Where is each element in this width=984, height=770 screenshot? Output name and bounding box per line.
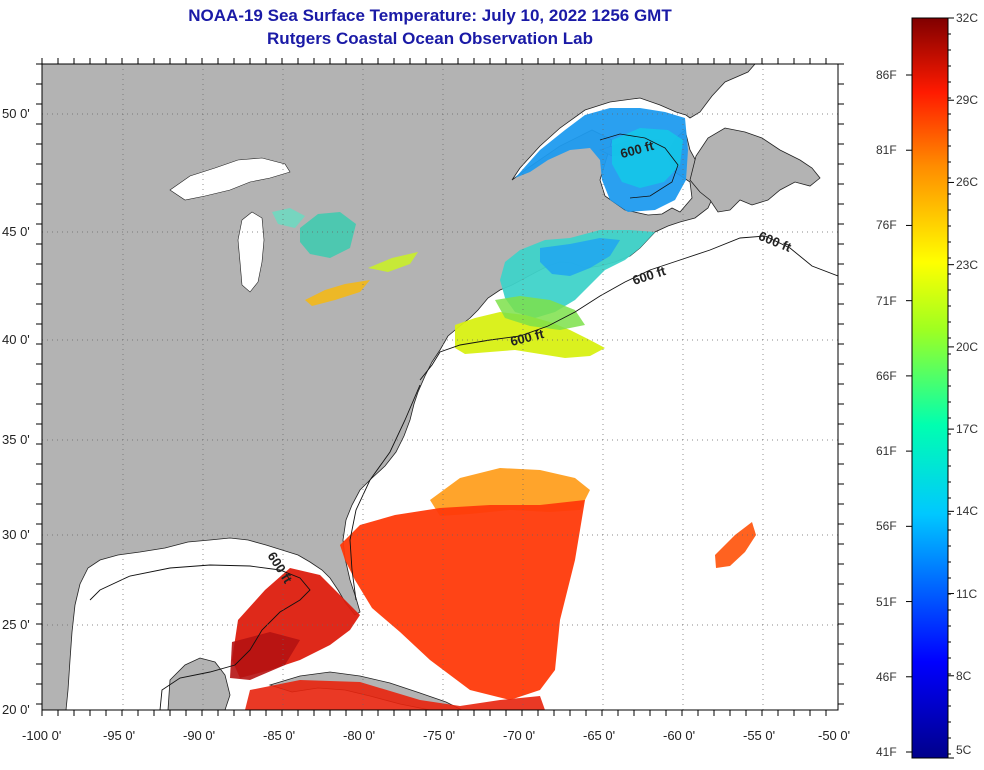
sst-lake-superior	[272, 208, 305, 228]
lat-tick-label: 20 0'	[2, 702, 30, 717]
fahrenheit-label: 56F	[876, 519, 897, 534]
celsius-label: 29C	[956, 93, 979, 108]
lon-tick-label: -95 0'	[103, 728, 136, 743]
lat-tick-label: 45 0'	[2, 224, 30, 239]
color-scale-bar	[911, 17, 949, 759]
fahrenheit-label: 76F	[876, 218, 897, 233]
celsius-label: 26C	[956, 175, 979, 190]
sst-gulf-of-maine	[500, 230, 655, 318]
lon-tick-label: -90 0'	[183, 728, 216, 743]
celsius-label: 17C	[956, 422, 979, 437]
celsius-label: 23C	[956, 257, 979, 272]
fahrenheit-label: 51F	[876, 594, 897, 609]
contour-600ft-atlantic	[419, 235, 838, 381]
sst-gulf-st-lawrence-cool	[612, 128, 683, 188]
contour-600ft-gulf-stlaw	[599, 133, 679, 199]
lon-tick-label: -70 0'	[503, 728, 536, 743]
sst-subtropical	[340, 500, 585, 700]
sst-lake-huron	[300, 212, 356, 258]
celsius-label: 8C	[956, 668, 972, 683]
sst-georges-bank	[540, 238, 620, 276]
lat-tick-label: 40 0'	[2, 332, 30, 347]
map-subtitle: Rutgers Coastal Ocean Observation Lab	[267, 29, 593, 48]
lon-tick-label: -80 0'	[343, 728, 376, 743]
map-frame	[41, 63, 839, 711]
lon-tick-label: -75 0'	[423, 728, 456, 743]
fahrenheit-label: 71F	[876, 293, 897, 308]
celsius-label: 20C	[956, 339, 979, 354]
lat-tick-label: 30 0'	[2, 527, 30, 542]
fahrenheit-label: 81F	[876, 143, 897, 158]
lat-tick-label: 50 0'	[2, 106, 30, 121]
celsius-label: 5C	[956, 743, 972, 757]
contour-600ft-gulf	[89, 564, 311, 710]
lon-tick-label: -55 0'	[743, 728, 776, 743]
land-newfoundland	[689, 127, 821, 213]
celsius-label: 11C	[956, 586, 978, 601]
sst-mid-atlantic	[455, 312, 605, 358]
lat-tick-label: 35 0'	[2, 432, 30, 447]
lon-tick-label: -85 0'	[263, 728, 296, 743]
celsius-label: 32C	[956, 11, 979, 25]
fahrenheit-label: 46F	[876, 669, 897, 684]
lat-tick-label: 25 0'	[2, 617, 30, 632]
lon-tick-label: -65 0'	[583, 728, 616, 743]
lon-tick-label: -50 0'	[818, 728, 851, 743]
sst-lake-erie	[368, 252, 418, 272]
sst-caribbean	[245, 680, 545, 710]
fahrenheit-label: 41F	[876, 745, 897, 759]
celsius-label: 14C	[956, 504, 979, 519]
fahrenheit-label: 61F	[876, 444, 897, 459]
lake-superior	[169, 157, 291, 201]
fahrenheit-label: 66F	[876, 368, 897, 383]
sst-isolated-patch	[715, 522, 756, 568]
lon-tick-label: -100 0'	[22, 728, 62, 743]
lon-tick-label: -60 0'	[663, 728, 696, 743]
fahrenheit-label: 86F	[876, 68, 897, 82]
sst-shelf-green	[495, 296, 585, 330]
sst-gulf-dark	[230, 632, 300, 680]
sst-lake-ontario	[305, 280, 370, 306]
map-title: NOAA-19 Sea Surface Temperature: July 10…	[188, 6, 672, 25]
